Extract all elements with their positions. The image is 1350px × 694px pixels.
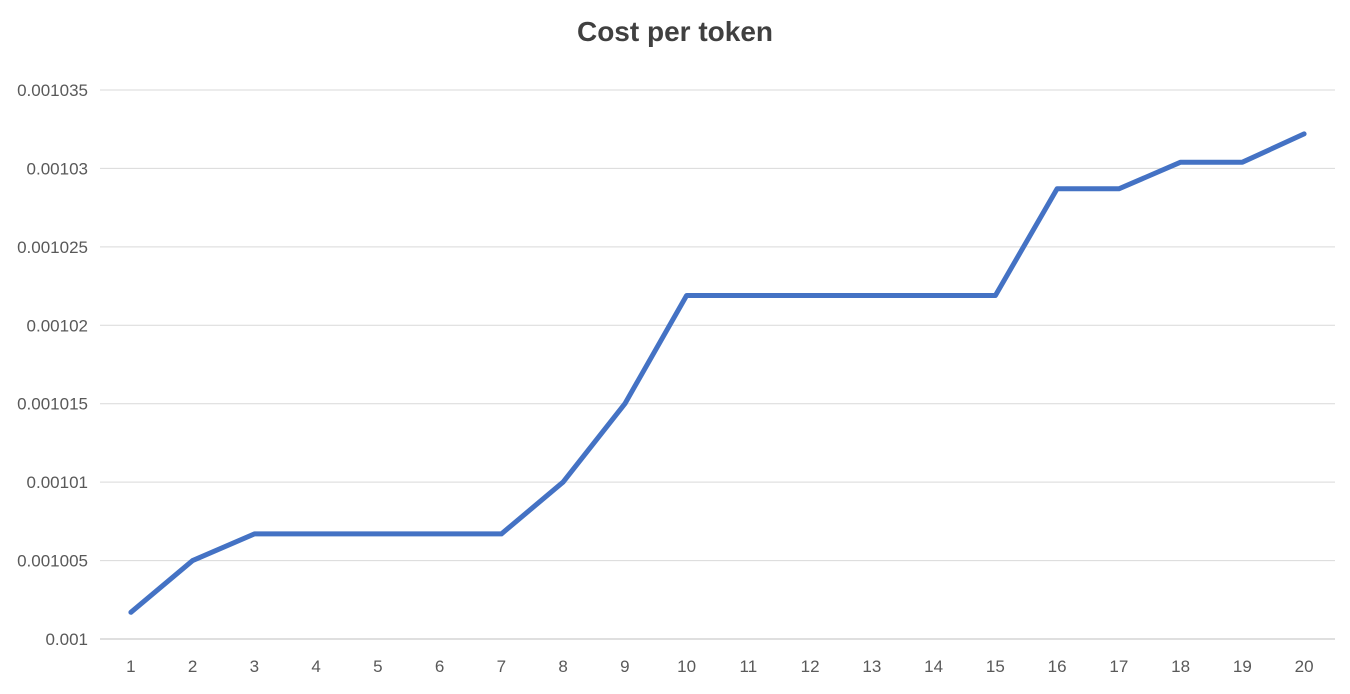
- x-tick-label: 16: [1048, 657, 1067, 676]
- y-tick-label: 0.001005: [17, 552, 88, 571]
- x-tick-label: 15: [986, 657, 1005, 676]
- x-tick-label: 20: [1295, 657, 1314, 676]
- x-tick-label: 1: [126, 657, 135, 676]
- y-tick-label: 0.00103: [27, 159, 88, 178]
- series-layer: [128, 131, 1307, 615]
- x-tick-label: 18: [1171, 657, 1190, 676]
- x-tick-label: 13: [862, 657, 881, 676]
- y-tick-label: 0.001015: [17, 395, 88, 414]
- gridlines: [100, 89, 1335, 640]
- x-tick-label: 4: [311, 657, 320, 676]
- y-tick-label: 0.001035: [17, 81, 88, 100]
- y-tick-label: 0.001: [45, 630, 88, 649]
- y-tick-label: 0.00102: [27, 316, 88, 335]
- y-tick-label: 0.001025: [17, 238, 88, 257]
- x-tick-label: 9: [620, 657, 629, 676]
- x-tick-label: 17: [1109, 657, 1128, 676]
- x-tick-label: 19: [1233, 657, 1252, 676]
- x-tick-label: 14: [924, 657, 943, 676]
- x-tick-label: 12: [801, 657, 820, 676]
- x-tick-label: 2: [188, 657, 197, 676]
- x-tick-label: 5: [373, 657, 382, 676]
- x-tick-label: 6: [435, 657, 444, 676]
- x-tick-label: 7: [497, 657, 506, 676]
- x-tick-label: 3: [250, 657, 259, 676]
- x-tick-label: 11: [740, 657, 758, 676]
- x-tick-label: 8: [558, 657, 567, 676]
- chart-title: Cost per token: [576, 16, 774, 47]
- series-line: [128, 131, 1307, 615]
- y-axis-ticks: 0.001 0.001005 0.00101 0.001015 0.00102 0.001…: [17, 81, 88, 649]
- x-tick-label: 10: [677, 657, 696, 676]
- x-axis-ticks: 1 2 3 4 5 6 7 8 9 10 11 12 13 14 15 16 17 18 19 20: [126, 657, 1313, 676]
- y-tick-label: 0.00101: [27, 473, 88, 492]
